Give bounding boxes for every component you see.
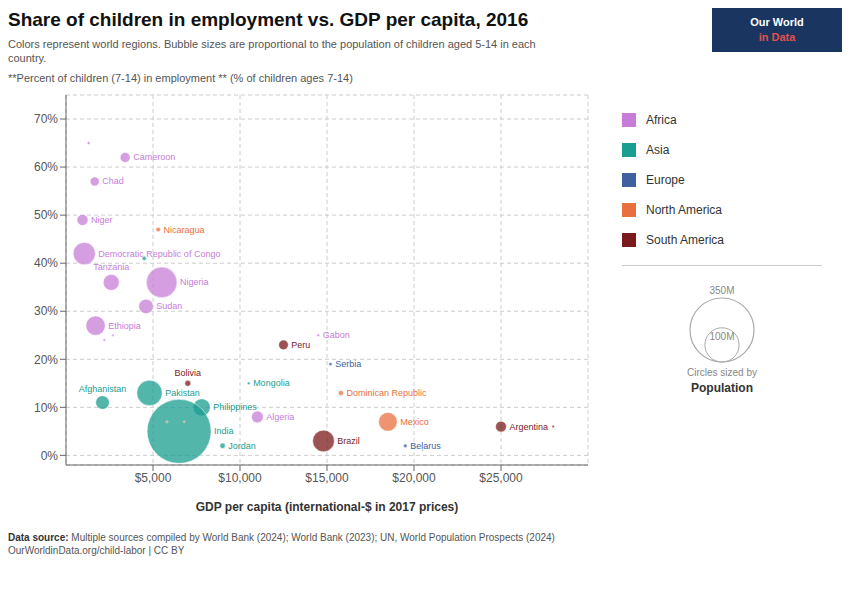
html-text:Africa: Africa <box>646 113 677 127</box>
html-text:North America: North America <box>646 203 722 217</box>
svg-text:Afghanistan: Afghanistan <box>79 384 127 394</box>
svg-text:Belarus: Belarus <box>410 441 441 451</box>
html-text:Share of children in employmen: Share of children in employment vs. GDP … <box>8 9 529 30</box>
svg-text:0%: 0% <box>41 449 59 463</box>
svg-text:40%: 40% <box>34 256 58 270</box>
svg-text:20%: 20% <box>34 353 58 367</box>
svg-text:Pakistan: Pakistan <box>165 388 200 398</box>
svg-text:Nicaragua: Nicaragua <box>164 225 205 235</box>
svg-text:Mongolia: Mongolia <box>253 378 290 388</box>
svg-text:70%: 70% <box>34 112 58 126</box>
svg-text:100M: 100M <box>709 331 734 342</box>
svg-text:Gabon: Gabon <box>323 330 350 340</box>
svg-text:Dominican Republic: Dominican Republic <box>346 388 427 398</box>
svg-text:India: India <box>214 426 234 436</box>
html-text:in Data: in Data <box>758 31 796 43</box>
svg-text:50%: 50% <box>34 208 58 222</box>
svg-text:$25,000: $25,000 <box>479 471 523 485</box>
html-text:**Percent of children (7-14) i: **Percent of children (7-14) in employme… <box>8 72 353 84</box>
svg-text:Niger: Niger <box>91 215 113 225</box>
svg-text:Circles sized by: Circles sized by <box>687 367 757 378</box>
svg-text:30%: 30% <box>34 304 58 318</box>
svg-text:$5,000: $5,000 <box>135 471 172 485</box>
svg-text:$15,000: $15,000 <box>305 471 349 485</box>
svg-text:Philippines: Philippines <box>213 402 257 412</box>
svg-text:Democratic Republic of Congo: Democratic Republic of Congo <box>98 249 220 259</box>
html-text:Data source: Multiple sources: Data source: Multiple sources compiled b… <box>8 532 555 556</box>
html-text:Colors represent world regions: Colors represent world regions. Bubble s… <box>8 38 536 50</box>
svg-text:Tanzania: Tanzania <box>93 262 129 272</box>
svg-text:Serbia: Serbia <box>335 359 361 369</box>
svg-text:$10,000: $10,000 <box>218 471 262 485</box>
html-text:country.: country. <box>8 52 47 64</box>
svg-text:Bolivia: Bolivia <box>175 368 202 378</box>
svg-text:Argentina: Argentina <box>509 422 548 432</box>
svg-text:Cameroon: Cameroon <box>133 152 175 162</box>
html-text:Our World: Our World <box>750 16 804 28</box>
html-text:South America: South America <box>646 233 724 247</box>
svg-text:Population: Population <box>691 381 753 395</box>
svg-text:Brazil: Brazil <box>337 436 360 446</box>
svg-text:Chad: Chad <box>102 176 124 186</box>
svg-text:Sudan: Sudan <box>156 301 182 311</box>
svg-text:Peru: Peru <box>291 340 310 350</box>
svg-text:Mexico: Mexico <box>400 417 429 427</box>
svg-text:$20,000: $20,000 <box>392 471 436 485</box>
svg-text:Ethiopia: Ethiopia <box>108 321 141 331</box>
svg-text:Algeria: Algeria <box>266 412 294 422</box>
html-text:Asia: Asia <box>646 143 670 157</box>
svg-text:Nigeria: Nigeria <box>180 277 209 287</box>
svg-text:10%: 10% <box>34 401 58 415</box>
html-text:Europe: Europe <box>646 173 685 187</box>
svg-text:Jordan: Jordan <box>228 441 256 451</box>
svg-text:GDP per capita (international-: GDP per capita (international-$ in 2017 … <box>196 500 459 514</box>
svg-text:60%: 60% <box>34 160 58 174</box>
svg-text:350M: 350M <box>709 285 734 296</box>
